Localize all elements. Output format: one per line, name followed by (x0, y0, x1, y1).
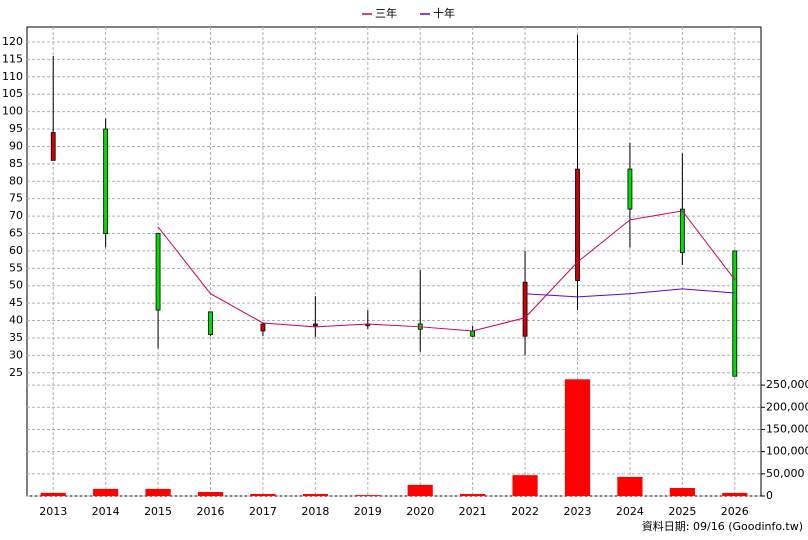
volume-bar (355, 495, 381, 496)
volume-bar (407, 484, 433, 496)
x-tick-label: 2023 (564, 505, 592, 518)
y-tick-label: 30 (9, 348, 23, 361)
x-tick-label: 2026 (721, 505, 749, 518)
x-tick-label: 2017 (249, 505, 277, 518)
average-line (525, 288, 735, 298)
y2-tick-label: 200,000 (766, 400, 808, 413)
candle-body (260, 323, 266, 332)
x-tick-label: 2014 (92, 505, 120, 518)
y-tick-label: 60 (9, 244, 23, 257)
x-tick-label: 2019 (354, 505, 382, 518)
y-tick-label: 115 (2, 52, 23, 65)
y-tick-label: 110 (2, 70, 23, 83)
volume-bar (40, 492, 66, 496)
y2-tick-label: 50,000 (766, 467, 805, 480)
x-tick-label: 2015 (144, 505, 172, 518)
y-tick-label: 40 (9, 314, 23, 327)
x-tick-label: 2024 (616, 505, 644, 518)
y2-tick-label: 150,000 (766, 422, 808, 435)
candle-body (522, 281, 528, 337)
y-tick-label: 55 (9, 261, 23, 274)
candle-body (470, 330, 476, 337)
volume-bar (302, 494, 328, 496)
y-tick-label: 95 (9, 122, 23, 135)
volume-bar (460, 494, 486, 496)
y-tick-label: 70 (9, 209, 23, 222)
legend-label: 三年 (375, 6, 397, 20)
candle-body (627, 168, 633, 210)
candle-body (732, 250, 738, 377)
candle-body (155, 233, 161, 311)
y2-tick-label: 0 (766, 489, 773, 502)
y2-tick-label: 100,000 (766, 445, 808, 458)
y-tick-label: 50 (9, 279, 23, 292)
volume-bar (93, 488, 119, 496)
average-line (157, 210, 736, 332)
y-tick-label: 35 (9, 331, 23, 344)
x-tick-label: 2022 (511, 505, 539, 518)
y-tick-label: 90 (9, 139, 23, 152)
y-tick-label: 85 (9, 157, 23, 170)
x-tick-label: 2013 (39, 505, 67, 518)
volume-bar (617, 476, 643, 496)
candle-body (208, 311, 213, 335)
y-tick-label: 105 (2, 87, 23, 100)
x-tick-label: 2018 (301, 505, 329, 518)
y-tick-label: 100 (2, 105, 23, 118)
x-tick-label: 2021 (459, 505, 487, 518)
x-tick-label: 2020 (406, 505, 434, 518)
x-tick-label: 2016 (197, 505, 225, 518)
legend-label: 十年 (433, 6, 455, 20)
x-tick-label: 2025 (668, 505, 696, 518)
volume-bar (250, 494, 276, 496)
y2-tick-label: 250,000 (766, 378, 808, 391)
y-tick-label: 75 (9, 192, 23, 205)
volume-bar (669, 488, 695, 496)
volume-bar (512, 475, 538, 496)
volume-bar (197, 492, 224, 496)
candle-body (575, 168, 580, 281)
candle-body (312, 323, 318, 327)
y-tick-label: 80 (9, 174, 23, 187)
y-tick-label: 25 (9, 366, 23, 379)
volume-bar (145, 488, 171, 496)
candle-body (50, 132, 56, 161)
volume-bar (564, 379, 591, 496)
plot-frame (26, 26, 762, 497)
candle-body (679, 208, 685, 254)
volume-bar (722, 492, 748, 496)
source-note: 資料日期: 09/16 (Goodinfo.tw) (642, 519, 803, 533)
y-tick-label: 120 (2, 35, 23, 48)
y-tick-label: 65 (9, 226, 23, 239)
candle-body (103, 128, 109, 234)
y-tick-label: 45 (9, 296, 23, 309)
